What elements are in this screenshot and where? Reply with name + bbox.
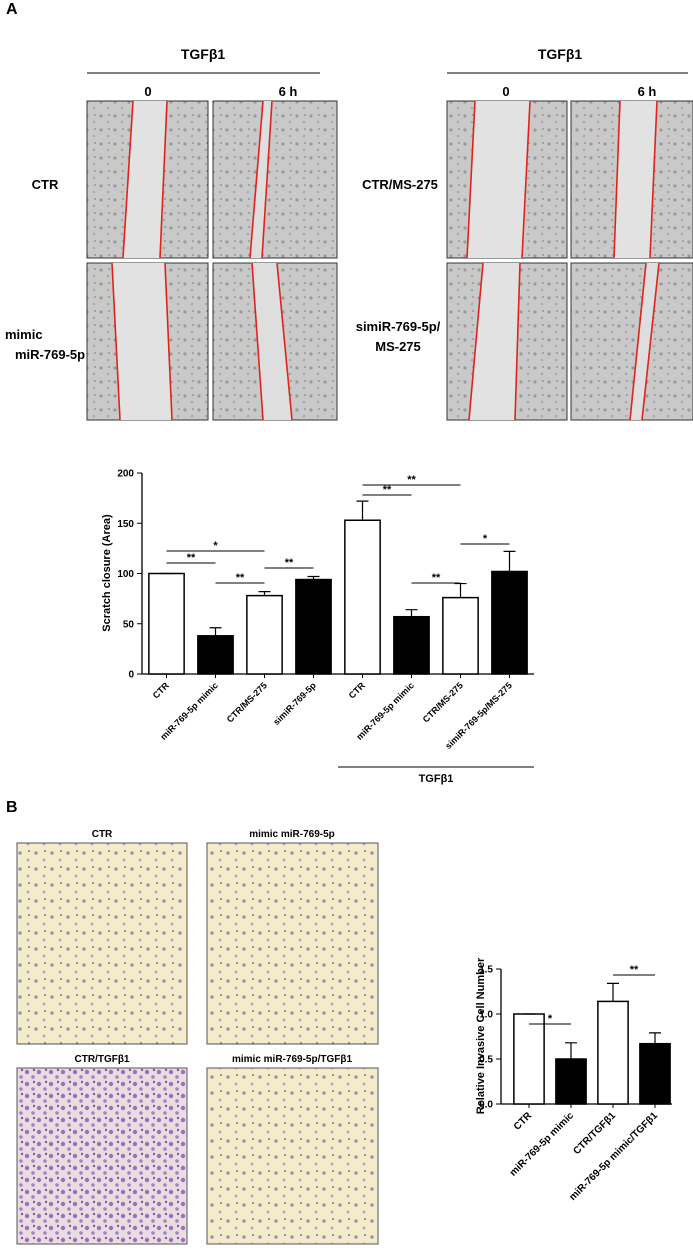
significance-label: ** (432, 572, 441, 584)
error-bar (503, 550, 516, 572)
x-tick-label: CTR/MS-275 (225, 680, 269, 724)
panel-label: B (6, 799, 18, 816)
significance-label: * (213, 540, 218, 552)
y-tick-label: 100 (117, 569, 134, 580)
micrographs (86, 100, 693, 421)
significance-label: ** (187, 552, 196, 564)
image-title: mimic miR-769-5p (249, 829, 335, 840)
image-title: CTR/TGFβ1 (75, 1054, 130, 1065)
x-tick-label: simiR-769-5p (271, 680, 318, 727)
y-tick-label: 1.5 (479, 965, 493, 976)
header: TGFβ1 (181, 46, 226, 62)
error-bar (307, 575, 320, 580)
y-tick-label: 0.5 (479, 1055, 493, 1066)
y-tick-label: 1.0 (479, 1010, 493, 1021)
significance-label: ** (407, 474, 416, 486)
scratch-edges (111, 100, 660, 421)
error-bar (454, 582, 467, 598)
row-label: MS-275 (375, 339, 421, 354)
significance-label: ** (236, 572, 245, 584)
error-bar (356, 500, 369, 521)
bar (148, 572, 185, 675)
x-tick-label: miR-769-5p mimic/TGFβ1 (567, 1110, 660, 1203)
bar (344, 519, 381, 675)
significance-label: ** (285, 557, 294, 569)
error-bar (565, 1042, 577, 1059)
y-tick-label: 150 (117, 519, 134, 530)
row-label: simiR-769-5p/ (356, 319, 441, 334)
significance-label: * (483, 533, 488, 545)
error-bar (405, 609, 418, 617)
bar (197, 635, 234, 675)
row-label: miR-769-5p (15, 347, 85, 362)
row-label: CTR/MS-275 (362, 177, 438, 192)
x-tick-label: CTR (512, 1110, 535, 1133)
error-bar (649, 1032, 661, 1044)
time-label: 0 (144, 84, 151, 99)
time-label: 6 h (638, 84, 657, 99)
error-bar (209, 627, 222, 636)
y-tick-label: 50 (123, 619, 135, 630)
bar (442, 596, 479, 675)
image-title: mimic miR-769-5p/TGFβ1 (232, 1054, 352, 1065)
x-tick-label: CTR (347, 680, 368, 701)
x-tick-label: CTR/MS-275 (421, 680, 465, 724)
bar (246, 594, 283, 675)
bar (295, 578, 332, 675)
time-label: 0 (502, 84, 509, 99)
y-tick-label: 200 (117, 469, 134, 480)
time-label: 6 h (279, 84, 298, 99)
y-axis-label: Relative Invasive Cell Number (475, 957, 487, 1114)
panel-label: A (6, 1, 18, 18)
y-tick-label: 0.0 (479, 1100, 493, 1111)
bar (513, 1013, 545, 1105)
bar (555, 1058, 587, 1105)
significance-label: ** (383, 484, 392, 496)
row-label: CTR (32, 177, 59, 192)
bar (491, 570, 528, 675)
y-axis-label: Scratch closure (Area) (101, 514, 113, 632)
significance-label: ** (630, 964, 639, 976)
significance-label: * (548, 1013, 553, 1025)
x-tick-label: CTR (151, 680, 172, 701)
bar (597, 1000, 629, 1105)
header: TGFβ1 (538, 46, 583, 62)
group-label: TGFβ1 (419, 773, 454, 785)
invasion-images (16, 842, 379, 1245)
error-bar (607, 982, 619, 1002)
y-tick-label: 0 (128, 670, 134, 681)
row-label: mimic (5, 327, 43, 342)
image-title: CTR (92, 829, 113, 840)
bar (639, 1042, 671, 1105)
bar (393, 615, 430, 675)
error-bar (258, 590, 271, 596)
